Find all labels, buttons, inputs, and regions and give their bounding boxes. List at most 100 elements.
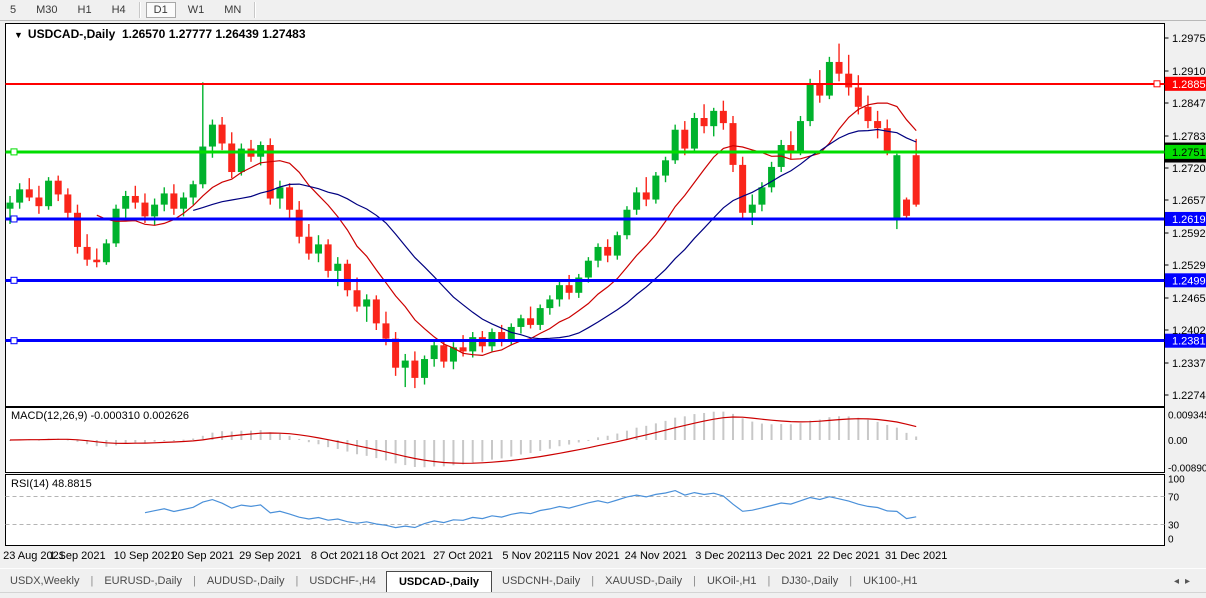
macd-bar [616,433,619,440]
candle-body [305,236,313,254]
level-anchor-marker[interactable] [1153,80,1161,88]
macd-bar [539,440,542,451]
date-axis-label[interactable]: 3 Dec 2021 [695,550,751,562]
tab-scroll-left-icon[interactable]: ◂ [1173,575,1185,587]
tab-uk100-h1[interactable]: UK100-,H1 [863,575,918,587]
ohlc-open: 1.26570 [121,27,166,41]
date-axis-label[interactable]: 10 Sep 2021 [114,550,176,562]
timeframe-button-h1[interactable]: H1 [77,4,92,16]
date-axis-label[interactable]: 1 Sep 2021 [49,550,105,562]
candle-body [151,204,159,217]
toolbar-separator [138,2,141,18]
date-axis-label[interactable]: 29 Sep 2021 [239,550,301,562]
tab-audusd-daily[interactable]: AUDUSD-,Daily [206,575,285,587]
timeframe-button-h4[interactable]: H4 [111,4,126,16]
candle-body [83,246,91,260]
candle-body [527,318,535,325]
candle-body [787,145,795,152]
tab-usdx-weekly[interactable]: USDX,Weekly [10,575,80,587]
date-axis-label[interactable]: 18 Oct 2021 [366,550,426,562]
level-anchor-marker[interactable] [10,215,18,223]
candle-body [459,347,467,352]
timeframe-toolbar: 5 M30 H1 H4 D1 W1 MN [0,0,1206,21]
tab-usdchf-h4[interactable]: USDCHF-,H4 [309,575,376,587]
tab-xauusd-daily[interactable]: XAUUSD-,Daily [605,575,683,587]
macd-bar [693,414,696,440]
candle-body [584,260,592,278]
macd-bar [346,440,349,452]
tab-separator: | [693,575,696,587]
tab-separator: | [192,575,196,587]
macd-bar [857,417,860,440]
tab-scroll-right-icon[interactable]: ▸ [1184,575,1196,587]
macd-bar [221,431,224,440]
tab-separator: | [849,575,853,587]
date-axis-label[interactable]: 24 Nov 2021 [625,550,687,562]
date-axis-label[interactable]: 23 Aug 2021 [3,550,65,562]
macd-bar [645,425,648,440]
macd-bar [683,416,686,440]
macd-bar [182,439,185,441]
macd-signal-line [9,416,917,464]
macd-bar [799,423,802,440]
macd-bar [95,440,98,447]
macd-bar [471,440,474,463]
tab-eurusd-daily[interactable]: EURUSD-,Daily [104,575,182,587]
timeframe-button-m30[interactable]: M30 [36,4,58,16]
candle-body [768,166,776,188]
toolbar-separator [254,2,257,18]
date-axis-label[interactable]: 20 Sep 2021 [172,550,234,562]
candle-body [237,148,245,173]
date-axis-label[interactable]: 22 Dec 2021 [817,550,879,562]
level-anchor-marker[interactable] [10,337,18,345]
macd-bar [703,412,706,440]
macd-bar [866,419,869,440]
candle-body [893,155,901,218]
macd-bar [635,427,638,440]
date-axis-label[interactable]: 15 Nov 2021 [557,550,619,562]
date-axis-label[interactable]: 31 Dec 2021 [885,550,947,562]
rsi-axis-label: 100 [1168,475,1185,486]
macd-bar [462,440,465,465]
tab-separator: | [90,575,94,587]
macd-bar [789,424,792,440]
macd-bar [760,423,763,440]
macd-bar [741,418,744,440]
main-price-panel [5,23,1165,407]
macd-bar [336,440,339,449]
macd-bar [625,430,628,440]
level-anchor-marker[interactable] [10,148,18,156]
level-anchor-marker[interactable] [10,276,18,284]
macd-bar [712,411,715,440]
candle-body [6,202,14,209]
candle-body [806,83,814,122]
candle-body [189,184,197,198]
date-axis-label[interactable]: 8 Oct 2021 [311,550,365,562]
tab-usdcnh-daily[interactable]: USDCNH-,Daily [502,575,581,587]
date-axis-label[interactable]: 27 Oct 2021 [433,550,493,562]
date-axis-label[interactable]: 5 Nov 2021 [502,550,558,562]
candle-body [642,192,650,200]
level-price-label: 1.24995 [1172,275,1206,287]
level-price-label-box [1165,273,1206,288]
timeframe-button-5[interactable]: 5 [10,4,17,16]
candle-body [131,195,139,203]
candle-body [266,145,274,199]
tab-dj30-daily[interactable]: DJ30-,Daily [781,575,839,587]
macd-bar [780,423,783,440]
candle-body [903,199,911,216]
timeframe-button-w1[interactable]: W1 [187,4,205,16]
price-axis-tick-label: 1.25925 [1172,228,1206,240]
tab-usdcad-daily[interactable]: USDCAD-,Daily [385,570,493,592]
macd-bar [548,440,551,449]
candle-body [16,189,24,203]
date-axis-label[interactable]: 13 Dec 2021 [750,550,812,562]
candle-body [546,299,554,309]
candle-body [700,118,708,127]
timeframe-button-d1[interactable]: D1 [145,2,176,18]
timeframe-button-mn[interactable]: MN [224,4,242,16]
candle-body [180,197,188,209]
candle-body [825,61,833,96]
tab-ukoil-h1[interactable]: UKOil-,H1 [706,575,757,587]
candle-body [35,197,43,207]
